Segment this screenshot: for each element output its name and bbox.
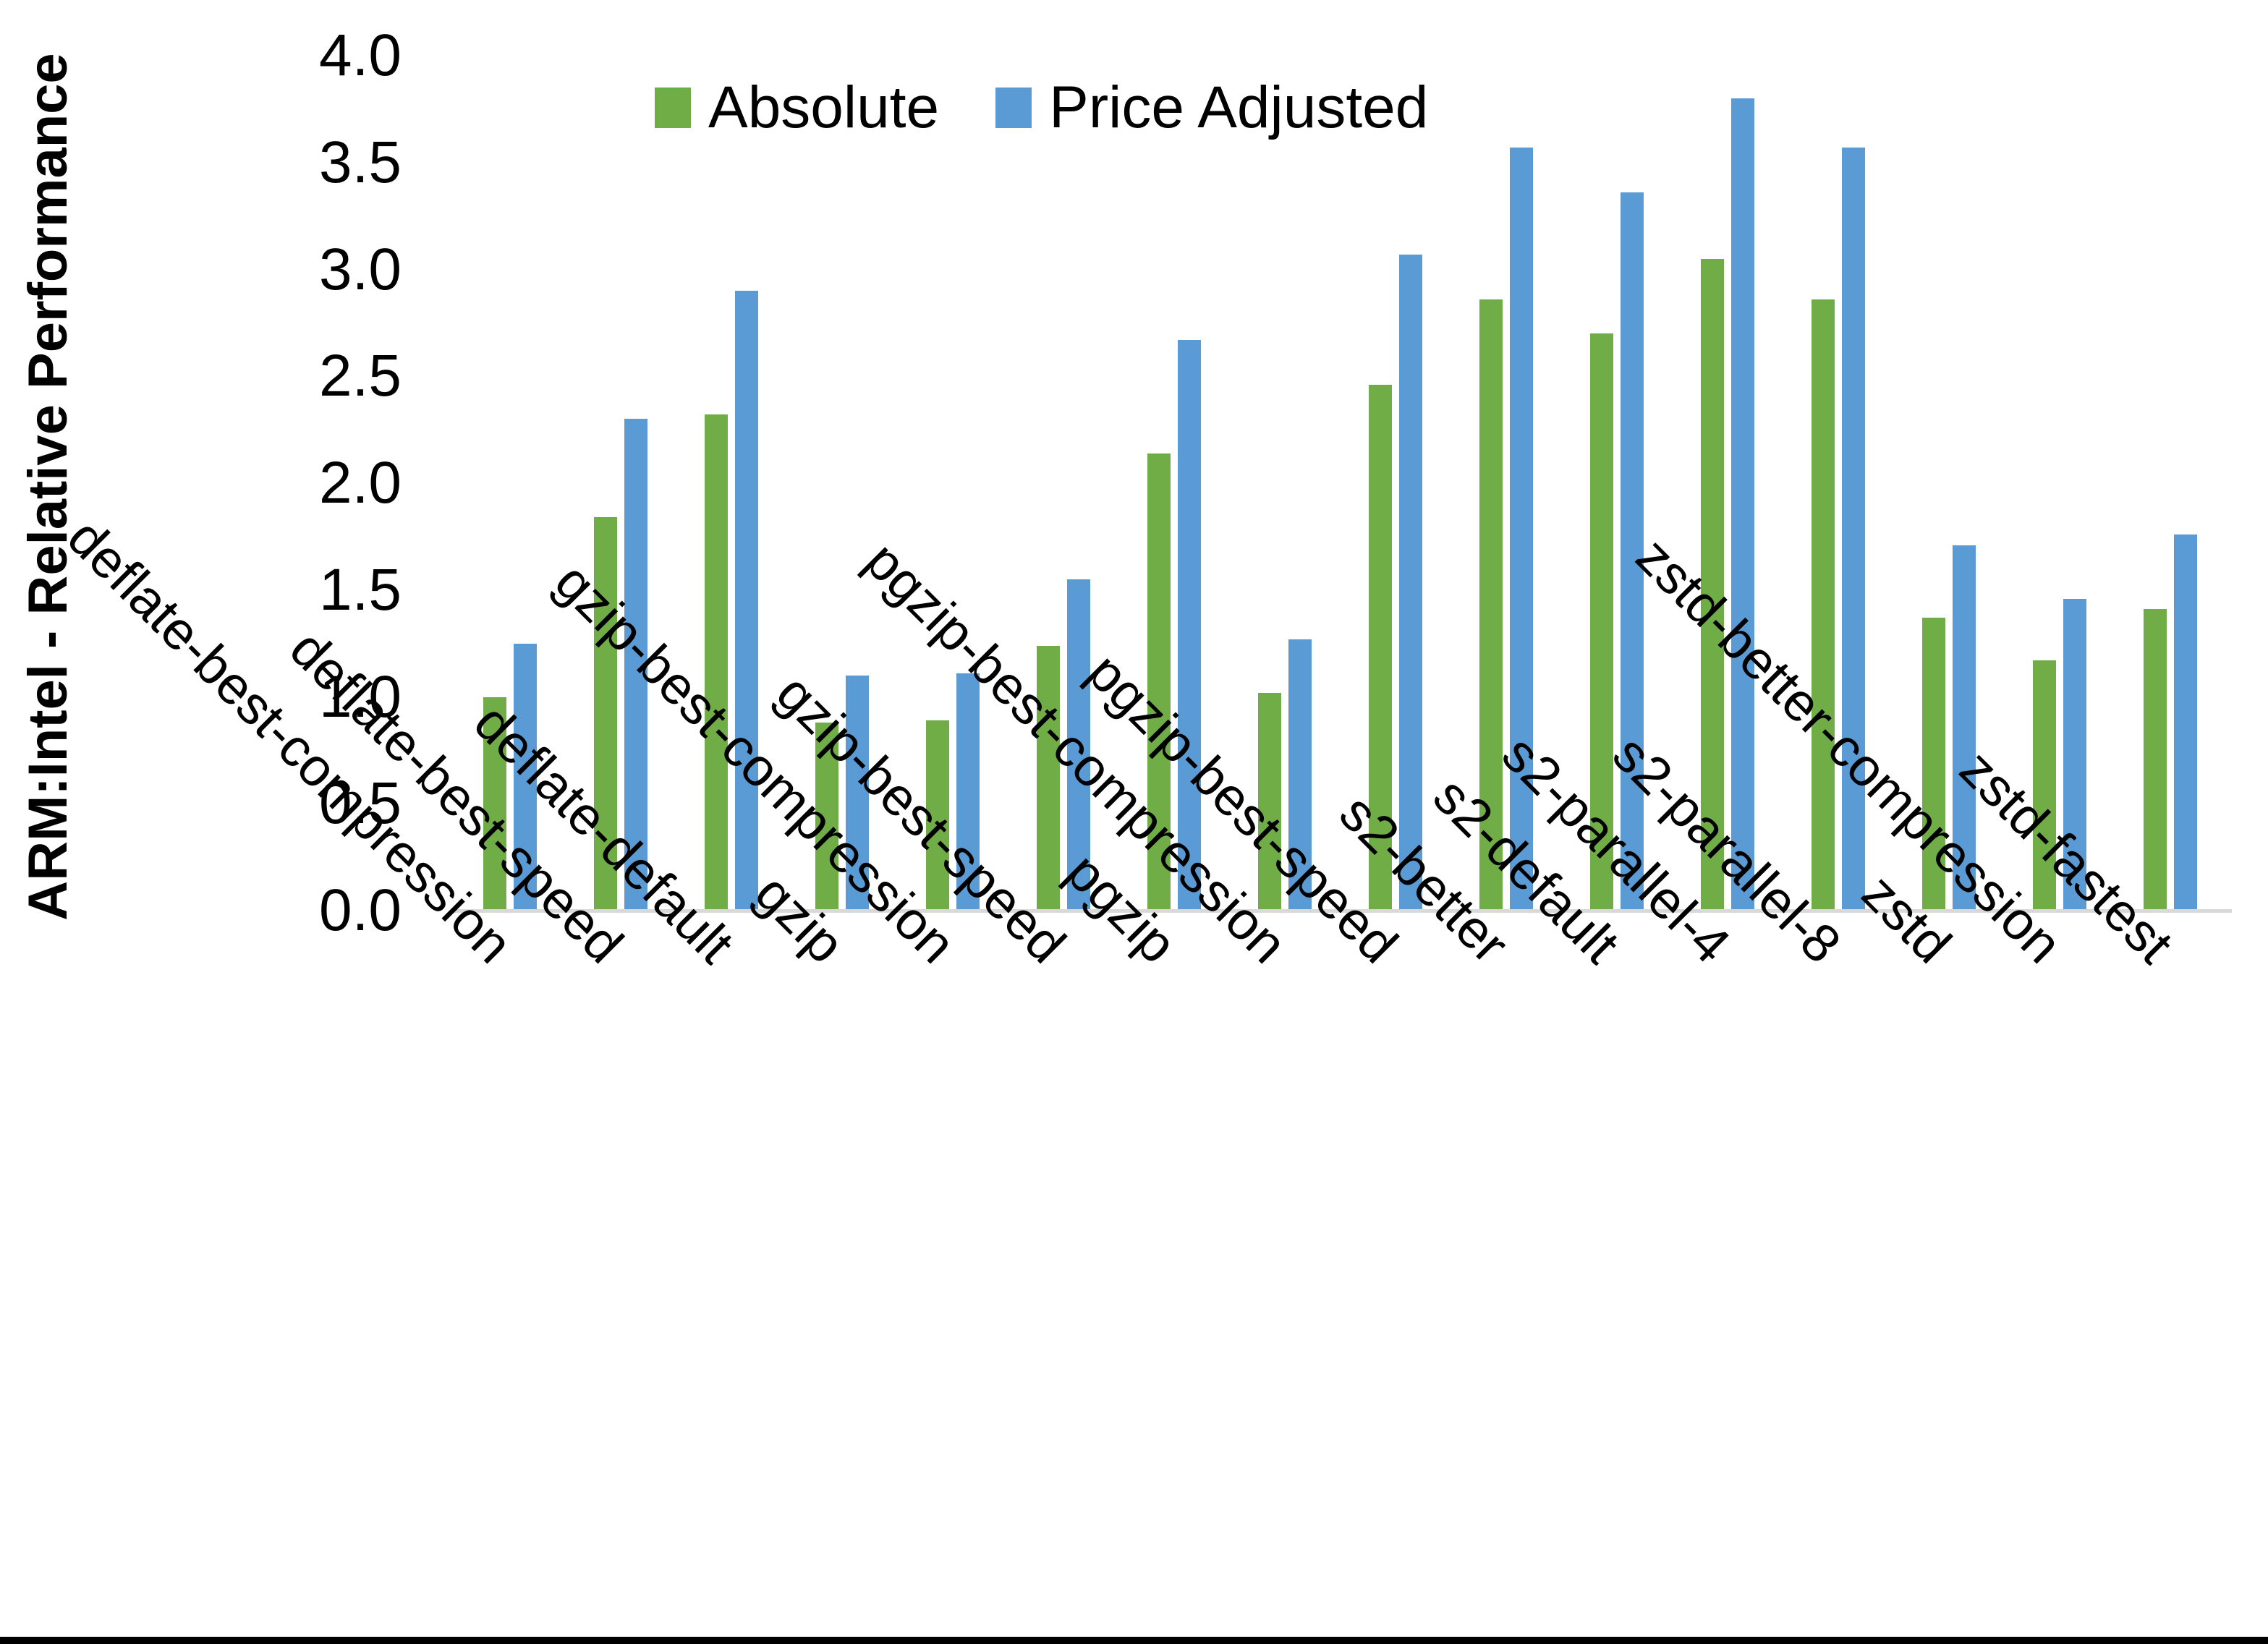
bar-price-adjusted-s2-parallel-8 <box>1842 148 1865 911</box>
bar-absolute-s2-parallel-4 <box>1701 258 1724 911</box>
bar-absolute-gzip-best-compression <box>926 720 949 911</box>
bar-price-adjusted-pgzip <box>1178 340 1201 911</box>
bar-absolute-gzip-best-speed <box>1037 645 1060 911</box>
bar-price-adjusted-pgzip-best-speed <box>1399 254 1422 911</box>
bar-price-adjusted-gzip-best-compression <box>956 673 980 911</box>
legend-item-price-adjusted: Price Adjusted <box>995 78 1428 137</box>
bar-price-adjusted-zstd <box>1953 545 1976 911</box>
bar-price-adjusted-s2-parallel-4 <box>1731 98 1754 911</box>
bar-absolute-s2-better <box>1479 299 1503 911</box>
bar-absolute-deflate-best-compression <box>483 697 506 911</box>
y-axis-tick-label: 2.5 <box>319 343 402 409</box>
bar-price-adjusted-s2-default <box>1621 192 1644 911</box>
bar-price-adjusted-s2-better <box>1510 148 1533 911</box>
bar-price-adjusted-zstd-better-compression <box>2063 598 2086 911</box>
bar-price-adjusted-gzip <box>846 675 869 911</box>
y-axis-tick-label: 2.0 <box>319 450 402 516</box>
legend-item-absolute: Absolute <box>655 78 939 137</box>
legend-swatch-icon <box>995 88 1032 128</box>
y-axis-tick-label: 3.0 <box>319 236 402 302</box>
y-axis-tick-label: 0.0 <box>319 877 402 943</box>
bar-absolute-pgzip <box>1147 453 1171 911</box>
y-axis-tick-label: 4.0 <box>319 22 402 88</box>
bar-absolute-zstd-better-compression <box>2033 660 2056 911</box>
y-axis-tick-label: 1.5 <box>319 556 402 623</box>
bar-price-adjusted-deflate-best-compression <box>514 643 537 911</box>
bar-price-adjusted-pgzip-best-compression <box>1288 639 1312 911</box>
legend-label: Price Adjusted <box>1049 74 1429 140</box>
bar-absolute-zstd-fastest <box>2144 609 2167 911</box>
bar-absolute-pgzip-best-compression <box>1258 692 1281 911</box>
window-bottom-edge <box>0 1637 2268 1644</box>
legend-label: Absolute <box>708 74 940 140</box>
legend: Absolute Price Adjusted <box>655 78 1428 137</box>
legend-swatch-icon <box>655 88 691 128</box>
bar-absolute-s2-default <box>1590 333 1613 911</box>
bar-absolute-gzip <box>815 722 838 911</box>
bar-absolute-deflate-best-speed <box>594 517 617 911</box>
bar-absolute-s2-parallel-8 <box>1812 299 1835 911</box>
bar-price-adjusted-deflate-best-speed <box>624 419 647 911</box>
bar-absolute-deflate-default <box>705 414 728 911</box>
x-axis-line <box>452 909 2232 913</box>
y-axis-tick-label: 3.5 <box>319 129 402 195</box>
bar-price-adjusted-zstd-fastest <box>2174 534 2197 911</box>
y-axis-tick-label: 1.0 <box>319 663 402 730</box>
y-axis-tick-label: 0.5 <box>319 770 402 837</box>
bar-price-adjusted-gzip-best-speed <box>1067 579 1090 911</box>
y-axis-title: ARM:Intel - Relative Performance <box>17 53 79 921</box>
bar-absolute-zstd <box>1922 618 1945 911</box>
bar-price-adjusted-deflate-default <box>735 291 758 911</box>
bar-absolute-pgzip-best-speed <box>1369 385 1392 911</box>
